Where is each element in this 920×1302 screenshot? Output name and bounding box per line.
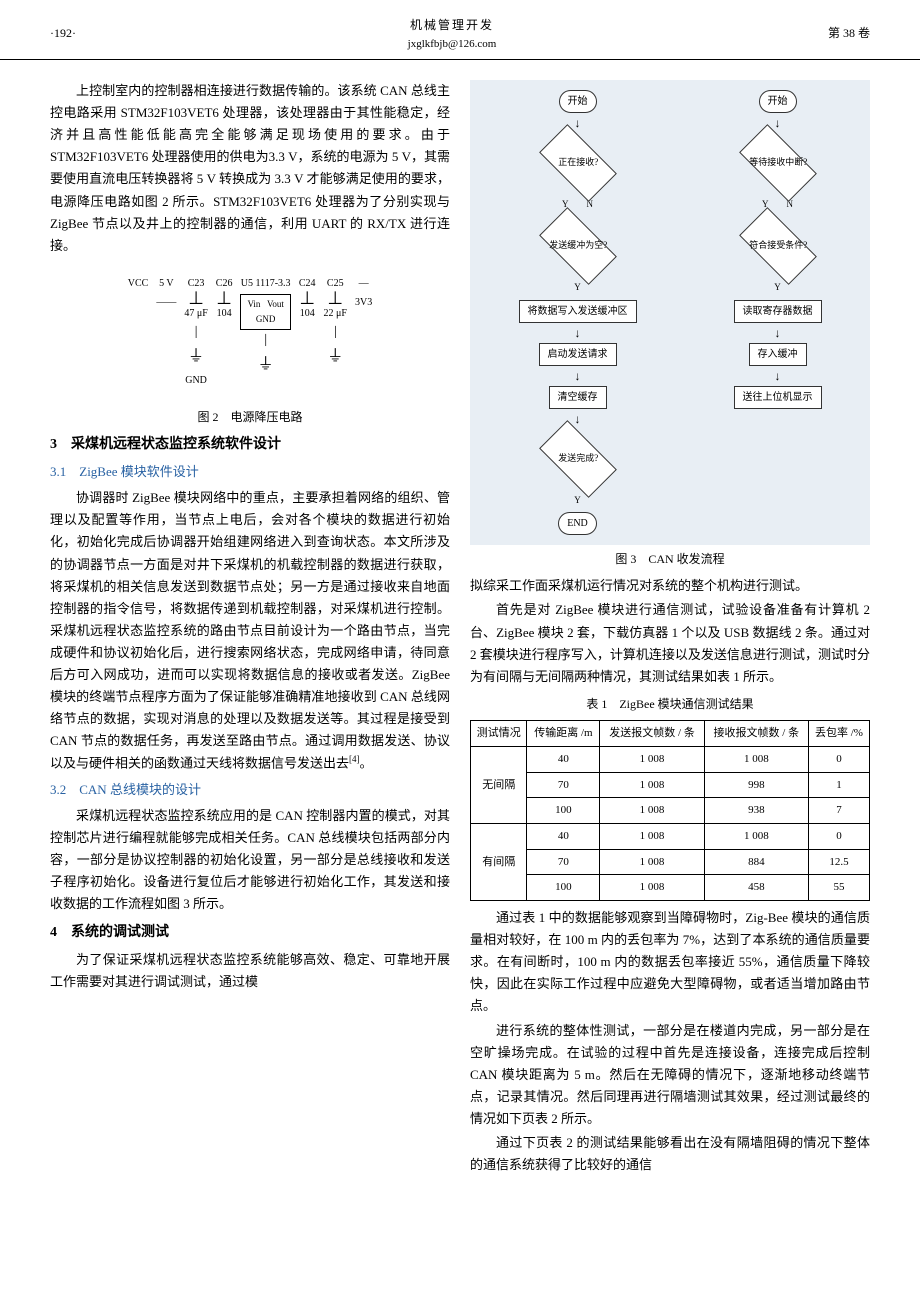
paragraph: 首先是对 ZigBee 模块进行通信测试，试验设备准备有计算机 2 台、ZigB… <box>470 599 870 687</box>
table-cell: 1 008 <box>600 875 704 901</box>
table-cell: 有间隔 <box>471 823 527 900</box>
heading-section-3-1: 3.1 ZigBee 模块软件设计 <box>50 461 450 483</box>
flow-process: 启动发送请求 <box>539 343 617 366</box>
table-cell: 1 008 <box>704 746 808 772</box>
paragraph: 协调器时 ZigBee 模块网络中的重点，主要承担着网络的组织、管理以及配置等作… <box>50 487 450 775</box>
flow-left: 开始 ↓ 正在接收? Y N 发送缓冲为空? Y 将数据写入发送缓冲区 ↓ 启动… <box>519 90 637 535</box>
table-header: 传输距离 /m <box>527 721 600 747</box>
table-cell: 1 008 <box>704 823 808 849</box>
paragraph: 采煤机远程状态监控系统应用的是 CAN 控制器内置的模式，对其控制芯片进行编程就… <box>50 805 450 915</box>
table-row: 100 1 008 458 55 <box>471 875 870 901</box>
journal-title: 机械管理开发 <box>408 15 497 35</box>
figure-3-caption: 图 3 CAN 收发流程 <box>470 549 870 569</box>
vcc-label: VCC <box>128 275 149 292</box>
table-cell: 0 <box>808 746 869 772</box>
c25-val: 22 μF <box>324 305 347 322</box>
table-cell: 938 <box>704 798 808 824</box>
reference-4: [4] <box>349 754 360 764</box>
heading-section-3: 3 采煤机远程状态监控系统软件设计 <box>50 433 450 457</box>
flow-decision: 符合接受条件? <box>739 207 817 285</box>
table-cell: 458 <box>704 875 808 901</box>
table-cell: 100 <box>527 875 600 901</box>
flow-decision: 正在接收? <box>539 124 617 202</box>
table-cell: 40 <box>527 823 600 849</box>
paragraph: 进行系统的整体性测试，一部分是在楼道内完成，另一部分是在空旷操场完成。在试验的过… <box>470 1020 870 1130</box>
circuit-diagram: VCC 5 V —— C23 ⊥ 47 μF │ ⏚ GND C26 ⊥ <box>50 265 450 399</box>
table-1-caption: 表 1 ZigBee 模块通信测试结果 <box>470 694 870 714</box>
flow-decision: 发送完成? <box>539 420 617 498</box>
flow-process: 送往上位机显示 <box>734 386 822 409</box>
flow-start: 开始 <box>559 90 597 113</box>
figure-2-caption: 图 2 电源降压电路 <box>50 407 450 427</box>
table-header-row: 测试情况 传输距离 /m 发送报文帧数 / 条 接收报文帧数 / 条 丢包率 /… <box>471 721 870 747</box>
table-row: 100 1 008 938 7 <box>471 798 870 824</box>
table-cell: 1 008 <box>600 849 704 875</box>
gnd-label: GND <box>185 372 207 389</box>
c26-val: 104 <box>217 305 232 322</box>
table-cell: 1 008 <box>600 746 704 772</box>
flow-process: 清空缓存 <box>549 386 607 409</box>
table-cell: 12.5 <box>808 849 869 875</box>
table-cell: 70 <box>527 849 600 875</box>
heading-section-3-2: 3.2 CAN 总线模块的设计 <box>50 779 450 801</box>
content-area: 上控制室内的控制器相连接进行数据传输的。该系统 CAN 总线主控电路采用 STM… <box>0 80 920 1178</box>
table-cell: 884 <box>704 849 808 875</box>
paragraph: 上控制室内的控制器相连接进行数据传输的。该系统 CAN 总线主控电路采用 STM… <box>50 80 450 257</box>
flow-start: 开始 <box>759 90 797 113</box>
table-cell: 100 <box>527 798 600 824</box>
table-1: 测试情况 传输距离 /m 发送报文帧数 / 条 接收报文帧数 / 条 丢包率 /… <box>470 720 870 901</box>
volume-label: 第 38 卷 <box>828 15 870 43</box>
flow-process: 读取寄存器数据 <box>734 300 822 323</box>
table-cell: 55 <box>808 875 869 901</box>
c24-val: 104 <box>300 305 315 322</box>
table-cell: 1 008 <box>600 772 704 798</box>
table-cell: 0 <box>808 823 869 849</box>
table-cell: 7 <box>808 798 869 824</box>
table-cell: 70 <box>527 772 600 798</box>
paragraph: 拟综采工作面采煤机运行情况对系统的整个机构进行测试。 <box>470 575 870 597</box>
flow-process: 将数据写入发送缓冲区 <box>519 300 637 323</box>
paragraph: 通过下页表 2 的测试结果能够看出在没有隔墙阻碍的情况下整体的通信系统获得了比较… <box>470 1132 870 1176</box>
journal-email: jxglkfbjb@126.com <box>408 35 497 54</box>
table-header: 接收报文帧数 / 条 <box>704 721 808 747</box>
page-number: ·192· <box>50 15 76 43</box>
header-center: 机械管理开发 jxglkfbjb@126.com <box>408 15 497 54</box>
v5-label: 5 V <box>159 275 174 292</box>
page-header: ·192· 机械管理开发 jxglkfbjb@126.com 第 38 卷 <box>0 0 920 60</box>
table-cell: 40 <box>527 746 600 772</box>
flow-decision: 发送缓冲为空? <box>539 207 617 285</box>
flow-decision: 等待接收中断? <box>739 124 817 202</box>
heading-section-4: 4 系统的调试测试 <box>50 921 450 945</box>
table-header: 发送报文帧数 / 条 <box>600 721 704 747</box>
table-cell: 1 008 <box>600 823 704 849</box>
chip-box: Vin Vout GND <box>240 294 290 331</box>
table-cell: 998 <box>704 772 808 798</box>
figure-3-flowchart: 开始 ↓ 正在接收? Y N 发送缓冲为空? Y 将数据写入发送缓冲区 ↓ 启动… <box>470 80 870 545</box>
table-header: 测试情况 <box>471 721 527 747</box>
paragraph: 通过表 1 中的数据能够观察到当障碍物时，Zig-Bee 模块的通信质量相对较好… <box>470 907 870 1017</box>
figure-2-circuit: VCC 5 V —— C23 ⊥ 47 μF │ ⏚ GND C26 ⊥ <box>50 265 450 399</box>
paragraph: 为了保证采煤机远程状态监控系统能够高效、稳定、可靠地开展工作需要对其进行调试测试… <box>50 949 450 993</box>
table-row: 70 1 008 998 1 <box>471 772 870 798</box>
flow-end: END <box>558 512 597 535</box>
table-row: 70 1 008 884 12.5 <box>471 849 870 875</box>
left-column: 上控制室内的控制器相连接进行数据传输的。该系统 CAN 总线主控电路采用 STM… <box>50 80 450 1178</box>
table-cell: 1 008 <box>600 798 704 824</box>
out-label: 3V3 <box>355 294 372 311</box>
c23-val: 47 μF <box>184 305 207 322</box>
table-cell: 1 <box>808 772 869 798</box>
chip-label: U5 1117-3.3 <box>241 275 291 292</box>
table-cell: 无间隔 <box>471 746 527 823</box>
table-row: 有间隔 40 1 008 1 008 0 <box>471 823 870 849</box>
right-column: 开始 ↓ 正在接收? Y N 发送缓冲为空? Y 将数据写入发送缓冲区 ↓ 启动… <box>470 80 870 1178</box>
flow-process: 存入缓冲 <box>749 343 807 366</box>
flow-right: 开始 ↓ 等待接收中断? Y N 符合接受条件? Y 读取寄存器数据 ↓ 存入缓… <box>734 90 822 535</box>
table-header: 丢包率 /% <box>808 721 869 747</box>
table-row: 无间隔 40 1 008 1 008 0 <box>471 746 870 772</box>
